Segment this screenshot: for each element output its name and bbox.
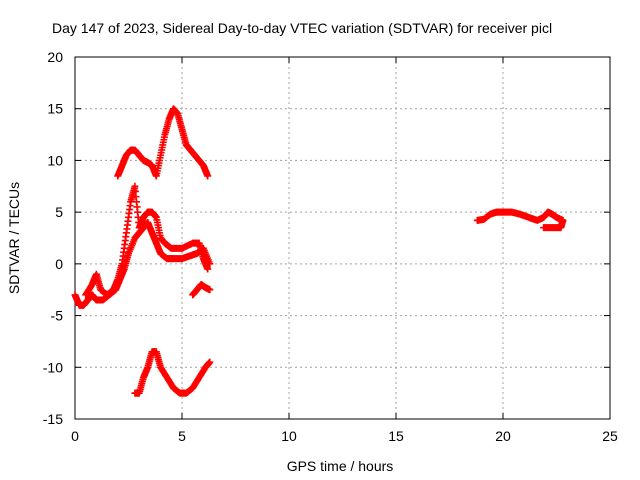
x-tick-label: 15 [388,428,404,444]
data-point [204,172,212,180]
data-point [206,260,214,268]
x-tick-label: 20 [495,428,511,444]
y-tick-label: 15 [47,101,63,117]
x-tick-label: 0 [71,428,79,444]
chart-title: Day 147 of 2023, Sidereal Day-to-day VTE… [52,20,552,36]
data-point [206,286,214,294]
data-points [71,105,567,397]
data-point [204,265,212,273]
y-tick-label: 0 [55,256,63,272]
y-tick-label: 5 [55,204,63,220]
y-tick-label: -5 [51,308,64,324]
x-axis-label: GPS time / hours [287,458,394,474]
y-axis-label: SDTVAR / TECUs [6,182,22,294]
x-tick-label: 25 [602,428,618,444]
plot-frame [74,56,611,420]
y-tick-label: 20 [47,49,63,65]
x-tick-label: 10 [281,428,297,444]
y-tick-label: 10 [47,152,63,168]
data-point [540,224,548,232]
y-tick-label: -15 [43,411,63,427]
y-tick-label: -10 [43,359,63,375]
x-tick-label: 5 [178,428,186,444]
axis-ticks: 0 5 10 15 20 25 -15 -10 -5 0 5 10 15 20 [43,49,618,444]
data-point [206,358,214,366]
